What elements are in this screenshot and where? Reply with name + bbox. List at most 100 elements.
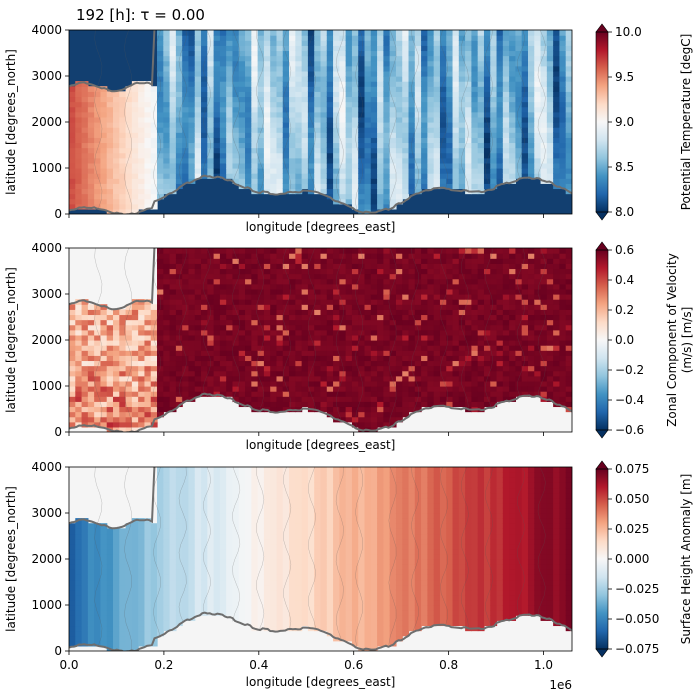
heatmap-cell (169, 50, 177, 57)
heatmap-cell (182, 127, 190, 133)
heatmap-cell (427, 391, 435, 397)
heatmap-cell (169, 152, 177, 159)
heatmap-cell (245, 319, 252, 326)
heatmap-cell (364, 116, 372, 123)
heatmap-cell (201, 314, 208, 321)
heatmap-cell (477, 340, 485, 346)
heatmap-cell (169, 268, 177, 275)
heatmap-cell (421, 50, 428, 57)
heatmap-cell (251, 324, 259, 331)
heatmap-cell (320, 329, 328, 336)
heatmap-cell (559, 55, 567, 62)
heatmap-cell (213, 263, 221, 270)
heatmap-cell (207, 152, 215, 159)
heatmap-cell (282, 391, 290, 397)
heatmap-cell (276, 391, 284, 397)
heatmap-cell (370, 96, 378, 103)
heatmap-cell (131, 406, 139, 413)
heatmap-cell (219, 50, 227, 57)
figure-title: 192 [h]: τ = 0.00 (76, 6, 205, 24)
heatmap-cell (383, 309, 391, 316)
heatmap-cell (69, 178, 76, 184)
heatmap-cell (69, 401, 76, 408)
heatmap-cell (389, 278, 397, 285)
heatmap-cell (314, 350, 322, 356)
heatmap-cell (546, 365, 554, 372)
heatmap-cell (307, 278, 315, 285)
heatmap-cell (194, 157, 202, 164)
heatmap-cell (427, 380, 435, 387)
heatmap-cell (326, 391, 334, 397)
heatmap-cell (157, 294, 164, 300)
heatmap-cell (509, 340, 517, 346)
heatmap-cell (509, 30, 517, 36)
heatmap-cell (502, 294, 510, 300)
heatmap-cell (251, 319, 259, 326)
heatmap-cell (351, 380, 359, 387)
heatmap-cell (307, 340, 315, 346)
heatmap-cell (502, 152, 510, 159)
heatmap-cell (207, 30, 215, 36)
heatmap-cell (427, 162, 435, 169)
heatmap-cell (251, 329, 259, 336)
heatmap-cell (458, 96, 466, 103)
heatmap-cell (490, 253, 498, 259)
heatmap-cell (421, 288, 428, 295)
heatmap-cell (157, 81, 164, 87)
heatmap-cell (257, 127, 265, 133)
heatmap-cell (421, 86, 428, 92)
heatmap-cell (534, 157, 542, 164)
heatmap-cell (169, 304, 177, 310)
heatmap-cell (157, 106, 164, 113)
heatmap-cell (232, 258, 240, 264)
heatmap-cell (358, 278, 366, 285)
heatmap-cell (289, 101, 296, 108)
heatmap-cell (125, 168, 133, 174)
heatmap-cell (402, 173, 410, 179)
heatmap-cell (320, 278, 328, 285)
heatmap-cell (81, 370, 89, 377)
heatmap-cell (301, 50, 309, 57)
heatmap-cell (251, 309, 259, 316)
heatmap-cell (157, 111, 164, 118)
heatmap-cell (138, 365, 146, 372)
heatmap-cell (483, 173, 491, 179)
heatmap-cell (389, 340, 397, 346)
heatmap-cell (245, 334, 252, 341)
heatmap-cell (377, 309, 384, 316)
heatmap-cell (483, 248, 491, 254)
heatmap-cell (465, 50, 472, 57)
heatmap-cell (477, 50, 485, 57)
heatmap-cell (483, 299, 491, 305)
heatmap-cell (213, 147, 221, 154)
heatmap-cell (383, 86, 391, 92)
heatmap-cell (157, 411, 164, 418)
heatmap-cell (402, 273, 410, 280)
heatmap-cell (226, 122, 234, 128)
heatmap-cell (320, 294, 328, 300)
heatmap-cell (333, 345, 340, 351)
heatmap-cell (75, 375, 83, 382)
heatmap-cell (188, 45, 196, 52)
heatmap-cell (270, 188, 278, 195)
heatmap-cell (389, 142, 397, 149)
heatmap-cell (490, 157, 498, 164)
heatmap-cell (496, 391, 504, 397)
heatmap-cell (182, 142, 190, 149)
heatmap-cell (201, 380, 208, 387)
heatmap-cell (333, 401, 340, 408)
heatmap-cell (320, 152, 328, 159)
heatmap-cell (395, 106, 403, 113)
heatmap-cell (75, 329, 83, 336)
heatmap-cell (370, 40, 378, 46)
heatmap-cell (527, 334, 535, 341)
heatmap-cell (75, 350, 83, 356)
heatmap-cell (540, 122, 548, 128)
heatmap-cell (383, 355, 391, 362)
heatmap-cell (157, 45, 164, 52)
heatmap-cell (433, 96, 441, 103)
heatmap-cell (559, 157, 567, 164)
heatmap-cell (389, 370, 397, 377)
heatmap-cell (477, 65, 485, 72)
heatmap-cell (125, 203, 133, 210)
